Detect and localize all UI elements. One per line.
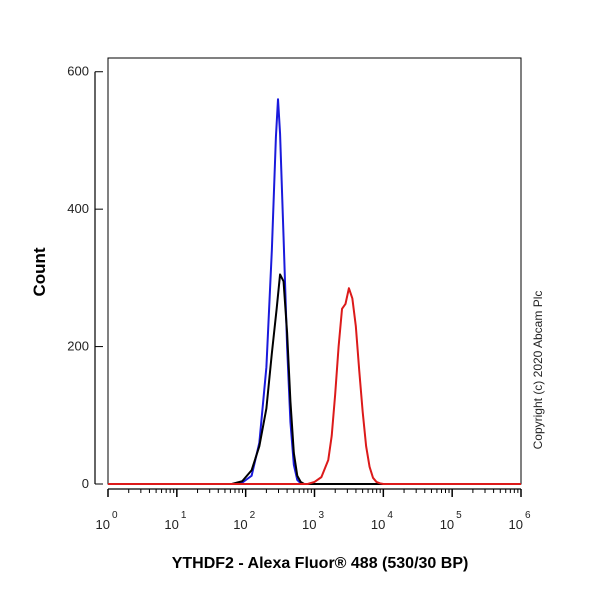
y-axis-title: Count	[30, 247, 49, 296]
y-tick-label: 400	[67, 201, 89, 216]
x-tick-label: 10	[440, 517, 454, 532]
y-axis: 0 200 400 600	[67, 64, 103, 491]
x-tick-label: 10	[509, 517, 523, 532]
x-tick-exponent: 5	[456, 510, 462, 521]
y-tick-label: 0	[82, 476, 89, 491]
y-tick-label: 200	[67, 339, 89, 354]
x-tick-label: 10	[302, 517, 316, 532]
x-axis-title: YTHDF2 - Alexa Fluor® 488 (530/30 BP)	[172, 555, 469, 572]
x-tick-label: 10	[164, 517, 178, 532]
plot-frame	[107, 57, 522, 485]
x-tick-label: 10	[96, 517, 110, 532]
copyright-text: Copyright (c) 2020 Abcam Plc	[531, 291, 545, 450]
x-tick-exponent: 1	[181, 510, 187, 521]
x-tick-exponent: 4	[387, 510, 393, 521]
x-tick-exponent: 0	[112, 510, 118, 521]
series-group	[108, 98, 521, 485]
plot-border	[107, 57, 522, 485]
x-tick-exponent: 2	[250, 510, 256, 521]
y-tick-label: 600	[67, 64, 89, 79]
series-line-2	[108, 273, 521, 485]
series-line-3	[108, 287, 521, 485]
x-tick-label: 10	[233, 517, 247, 532]
x-tick-exponent: 3	[319, 510, 325, 521]
series-line-1	[108, 98, 521, 485]
x-tick-label: 10	[371, 517, 385, 532]
x-tick-exponent: 6	[525, 510, 531, 521]
